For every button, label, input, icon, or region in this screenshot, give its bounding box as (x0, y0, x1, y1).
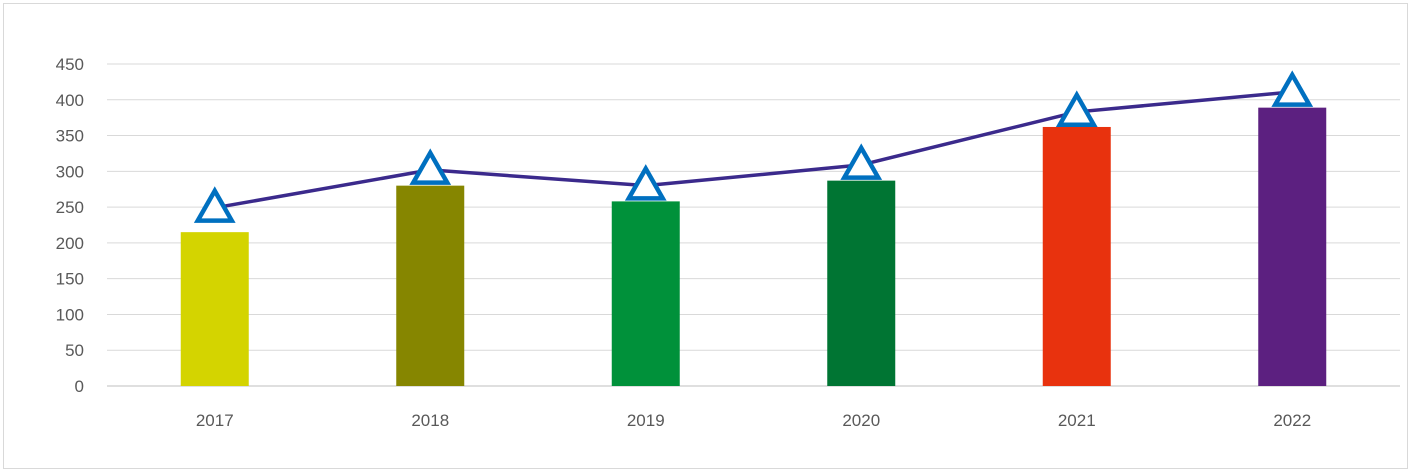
bar-2022 (1258, 107, 1327, 386)
gridlines (107, 63, 1400, 387)
y-tick-label: 250 (56, 198, 84, 217)
x-tick-label: 2022 (1273, 411, 1311, 430)
bar-2020 (827, 180, 896, 386)
x-tick-label: 2017 (196, 411, 234, 430)
line-series (214, 90, 1293, 210)
bar-2019 (611, 201, 680, 386)
triangle-marker-2017 (193, 186, 236, 223)
y-tick-label: 150 (56, 270, 84, 289)
x-tick-label: 2020 (842, 411, 880, 430)
triangle-marker-2021 (1055, 90, 1098, 127)
series-line (214, 90, 1293, 210)
y-tick-label: 450 (56, 55, 84, 74)
bar-series (180, 107, 1327, 387)
y-tick-label: 400 (56, 91, 84, 110)
x-tick-label: 2021 (1058, 411, 1096, 430)
y-tick-label: 200 (56, 234, 84, 253)
bar-2021 (1042, 126, 1111, 387)
triangle-marker-2022 (1271, 70, 1314, 107)
triangle-marker-2020 (840, 143, 883, 180)
y-tick-label: 100 (56, 305, 84, 324)
y-tick-label: 50 (65, 341, 84, 360)
y-axis-tick-labels: 0 50 100 150 200 250 300 350 400 450 (56, 55, 84, 396)
line-markers (193, 70, 1314, 223)
triangle-marker-2019 (624, 164, 667, 201)
x-tick-label: 2019 (627, 411, 665, 430)
y-tick-label: 300 (56, 162, 84, 181)
y-tick-label: 0 (75, 377, 84, 396)
y-tick-label: 350 (56, 127, 84, 146)
bar-2017 (180, 232, 249, 386)
x-axis-tick-labels: 2017 2018 2019 2020 2021 2022 (196, 411, 1311, 430)
triangle-marker-2018 (409, 148, 452, 185)
x-tick-label: 2018 (411, 411, 449, 430)
bar-2018 (396, 185, 465, 386)
